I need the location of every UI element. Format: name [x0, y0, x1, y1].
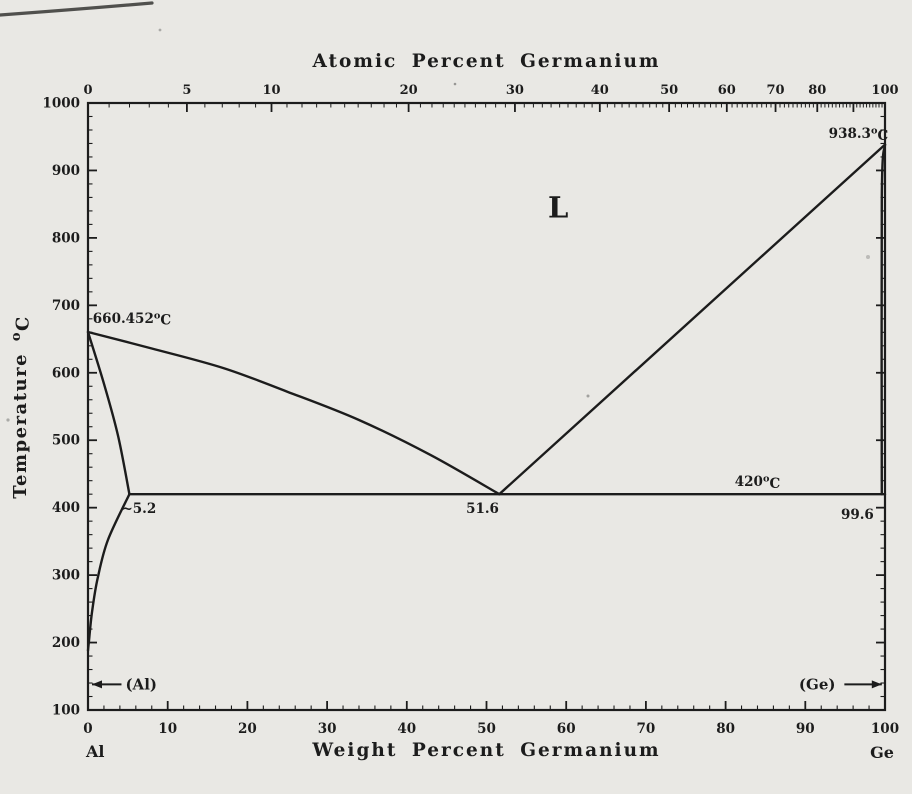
left-tick-label: 100 [52, 703, 80, 719]
liquid-region-label: L [548, 191, 568, 225]
left-tick-label: 500 [52, 433, 80, 449]
annotations: 660.452oC 938.3oC L 420oC ~5.2 51.6 99.6 [93, 126, 889, 523]
y-axis-title: Temperature oC [9, 315, 33, 499]
top-tick-label: 10 [262, 83, 280, 98]
top-tick-label: 30 [506, 83, 524, 98]
annotation-label: 660.452oC [93, 310, 172, 328]
top-tick-label: 80 [808, 83, 826, 98]
corner-label-al: Al [85, 742, 105, 761]
bottom-axis: 0 10 20 30 40 50 60 70 80 90 100 Weight Percent Ger… [83, 701, 899, 762]
curve-ge-liquidus [498, 143, 887, 496]
bottom-tick-label: 80 [716, 721, 735, 737]
al-phase-arrow: (Al) [91, 675, 157, 693]
scan-artifacts [0, 1, 870, 422]
top-axis: 0 5 10 20 30 40 50 60 70 80 100 Atomic Percent Germ… [83, 51, 899, 112]
phase-field-label: (Al) [125, 675, 157, 693]
speck-artifact [866, 255, 870, 259]
curve-al-solvus [86, 493, 131, 652]
top-axis-title: Atomic Percent Germanium [311, 51, 660, 72]
annotation-label: 51.6 [466, 501, 499, 517]
speck-artifact [158, 28, 162, 32]
bottom-tick-label: 100 [871, 721, 899, 737]
left-tick-label: 1000 [42, 96, 80, 112]
left-tick-label: 900 [52, 163, 80, 179]
bottom-tick-label: 0 [83, 721, 92, 737]
bottom-axis-title: Weight Percent Germanium [311, 740, 660, 761]
corner-label-ge: Ge [870, 743, 894, 762]
left-tick-label: 300 [52, 568, 80, 584]
top-tick-label: 20 [400, 83, 418, 98]
annotation-label: 938.3oC [829, 126, 889, 144]
bottom-tick-label: 30 [318, 721, 337, 737]
ge-phase-arrow: (Ge) [799, 675, 882, 693]
curve-al-liquidus [86, 330, 501, 496]
left-tick-label: 800 [52, 230, 80, 246]
speck-artifact [453, 82, 457, 86]
bottom-tick-label: 50 [477, 721, 496, 737]
curve-ge-solidus [880, 143, 887, 496]
pencil-mark-artifact [0, 1, 154, 17]
left-axis: 100 200 300 400 500 600 700 800 900 1000 Temperatu… [9, 96, 97, 719]
left-tick-label: 700 [52, 298, 80, 314]
arrow-head-icon [91, 680, 102, 689]
left-tick-label: 400 [52, 500, 80, 516]
top-tick-label: 50 [660, 83, 678, 98]
top-tick-label: 5 [182, 83, 191, 98]
speck-artifact [6, 418, 10, 422]
bottom-tick-label: 70 [637, 721, 656, 737]
top-tick-label: 40 [591, 83, 609, 98]
bottom-tick-label: 40 [397, 721, 416, 737]
bottom-tick-label: 10 [158, 721, 177, 737]
annotation-label: 420oC [735, 474, 781, 492]
phase-boundaries [86, 143, 887, 652]
annotation-label: ~5.2 [121, 501, 156, 517]
phase-field-label: (Ge) [799, 675, 836, 693]
bottom-tick-label: 20 [238, 721, 257, 737]
top-tick-label: 60 [718, 83, 736, 98]
curve-al-solidus [86, 330, 131, 496]
bottom-tick-label: 60 [557, 721, 576, 737]
left-tick-label: 200 [52, 635, 80, 651]
top-tick-label: 100 [871, 83, 898, 98]
arrow-head-icon [871, 680, 882, 689]
left-tick-label: 600 [52, 365, 80, 381]
bottom-tick-label: 90 [796, 721, 815, 737]
top-tick-label: 70 [766, 83, 784, 98]
top-tick-label: 0 [83, 83, 92, 98]
speck-artifact [586, 394, 590, 398]
plot-frame [86, 101, 887, 712]
annotation-label: 99.6 [841, 507, 874, 523]
